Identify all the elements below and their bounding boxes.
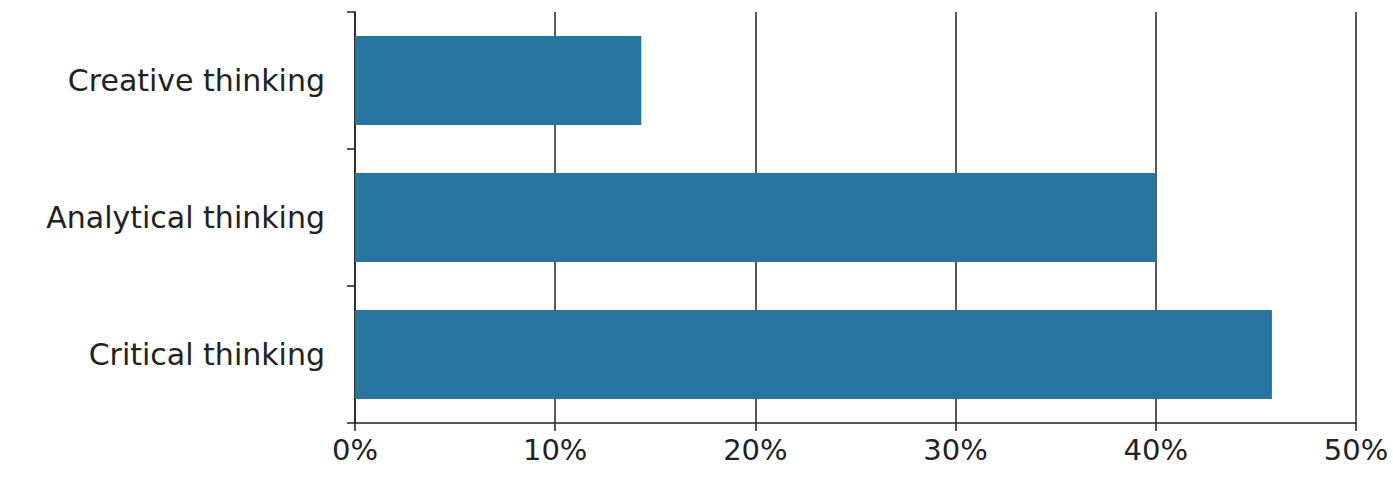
svg-text:20%: 20% xyxy=(723,433,787,467)
svg-text:30%: 30% xyxy=(923,433,987,467)
svg-text:10%: 10% xyxy=(523,433,587,467)
svg-text:Analytical thinking: Analytical thinking xyxy=(46,200,325,235)
svg-text:Critical thinking: Critical thinking xyxy=(89,337,325,372)
svg-text:0%: 0% xyxy=(332,433,378,467)
svg-text:Creative thinking: Creative thinking xyxy=(68,63,325,98)
svg-text:50%: 50% xyxy=(1324,433,1388,467)
svg-text:40%: 40% xyxy=(1124,433,1188,467)
